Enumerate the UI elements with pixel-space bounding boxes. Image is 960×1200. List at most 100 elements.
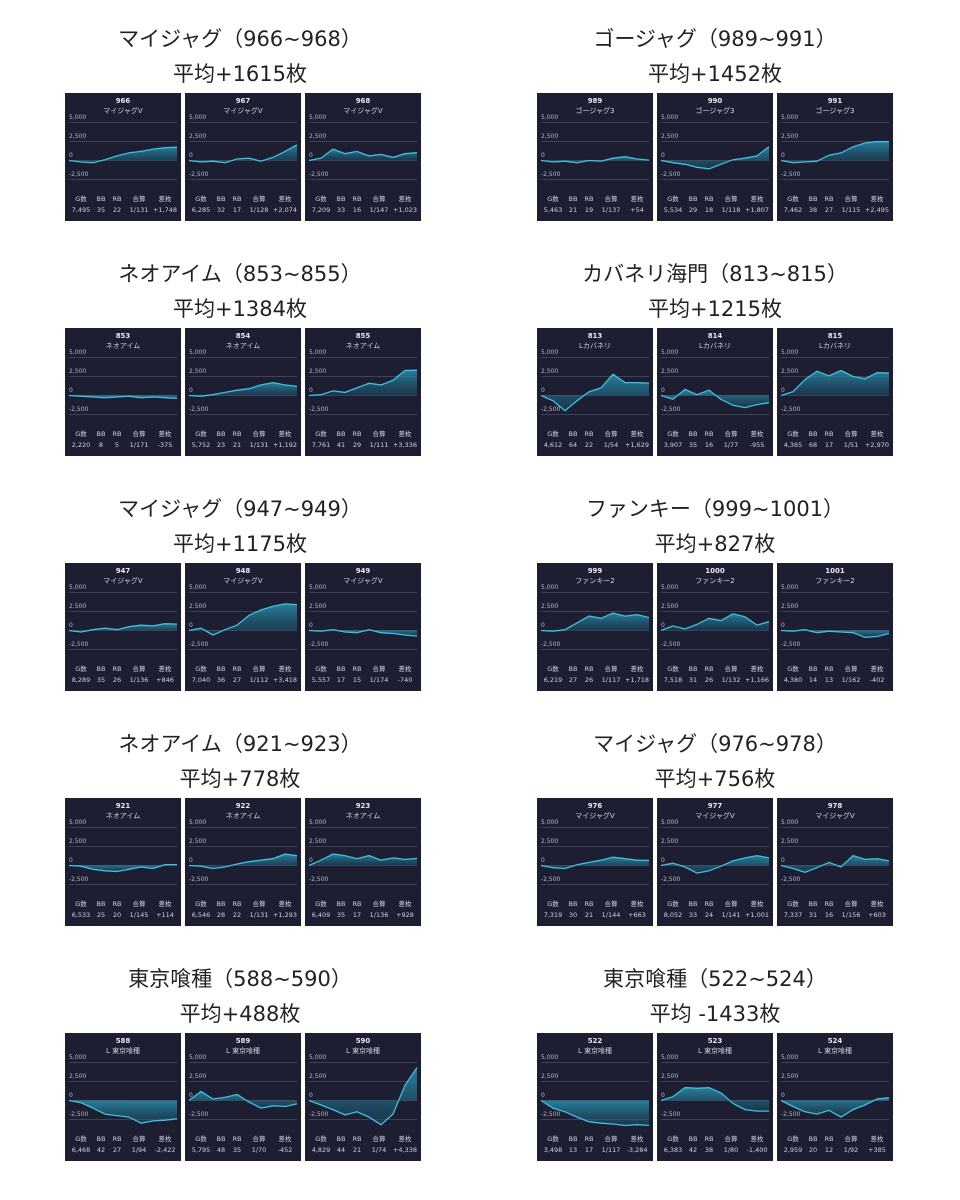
stat-header: RB	[113, 195, 122, 203]
area	[541, 613, 649, 632]
y-tick-label: 5,000	[541, 1054, 558, 1061]
machine-number: 990	[708, 97, 723, 105]
stat-header: 合算	[725, 1134, 739, 1143]
panel	[305, 563, 421, 691]
machine-model: Lカバネリ	[699, 342, 731, 350]
area	[781, 629, 889, 638]
stat-value: 1/147	[370, 206, 389, 214]
y-tick-label: 0	[661, 1092, 665, 1099]
y-tick-label: -2,500	[189, 876, 209, 883]
stat-value: +2,074	[273, 206, 297, 214]
line	[68, 394, 178, 399]
stat-header: BB	[569, 900, 578, 908]
stat-header: G数	[547, 1134, 559, 1143]
stat-header: 合算	[845, 899, 859, 908]
area	[661, 613, 769, 631]
machine-number: 967	[236, 97, 251, 105]
line	[308, 148, 418, 162]
group-average: 平均+756枚	[655, 767, 776, 791]
stat-value: 21	[585, 911, 593, 919]
group-average: 平均+1615枚	[173, 62, 307, 86]
stat-header: BB	[809, 665, 818, 673]
y-tick-label: 0	[541, 622, 545, 629]
machine-number: 976	[588, 802, 603, 810]
stat-header: G数	[787, 1134, 799, 1143]
stat-value: 3,498	[544, 1146, 563, 1154]
stat-header: G数	[75, 429, 87, 438]
y-tick-label: -2,500	[69, 1111, 89, 1118]
stat-value: +1,023	[393, 206, 417, 214]
stat-value: 19	[585, 206, 593, 214]
stat-value: +846	[156, 676, 174, 684]
group-average: 平均+1452枚	[648, 62, 782, 86]
stat-value: +663	[628, 911, 646, 919]
area	[69, 1100, 177, 1124]
line	[540, 156, 650, 164]
stat-value: 26	[113, 676, 121, 684]
y-tick-label: -2,500	[309, 171, 329, 178]
y-tick-label: 0	[541, 387, 545, 394]
stat-value: 36	[217, 676, 225, 684]
y-tick-label: 2,500	[541, 133, 558, 140]
stat-header: G数	[787, 899, 799, 908]
y-tick-label: 0	[189, 387, 193, 394]
stat-header: 合算	[605, 194, 619, 203]
stat-value: 1/136	[130, 676, 149, 684]
stat-value: 64	[569, 441, 577, 449]
line	[660, 1086, 769, 1112]
stat-header: 合算	[253, 1134, 267, 1143]
stat-value: 1/131	[250, 441, 269, 449]
stat-header: G数	[195, 194, 207, 203]
stat-header: 差枚	[871, 664, 885, 673]
y-tick-label: 0	[189, 1092, 193, 1099]
y-tick-label: 5,000	[309, 819, 326, 826]
stat-header: 合算	[373, 899, 387, 908]
stat-value: 35	[689, 441, 697, 449]
stat-value: 20	[113, 911, 121, 919]
stat-header: 差枚	[159, 899, 173, 908]
y-tick-label: 0	[189, 622, 193, 629]
group-average: 平均+778枚	[180, 767, 301, 791]
group-title: ゴージャグ（989~991）	[593, 27, 836, 51]
machine-number: 524	[828, 1037, 843, 1045]
stat-header: 差枚	[159, 429, 173, 438]
y-tick-label: 0	[661, 152, 665, 159]
stat-value: -2,422	[155, 1146, 176, 1154]
stat-header: 差枚	[631, 429, 645, 438]
stat-header: RB	[585, 665, 594, 673]
stat-value: 8,289	[72, 676, 91, 684]
stat-header: BB	[689, 430, 698, 438]
y-tick-label: -2,500	[309, 641, 329, 648]
machine-model: ファンキー2	[815, 577, 854, 585]
y-tick-label: -2,500	[189, 641, 209, 648]
stat-header: G数	[547, 194, 559, 203]
machine-model: マイジャグV	[103, 106, 143, 115]
area	[189, 603, 297, 635]
stat-value: 1/118	[722, 206, 741, 214]
y-tick-label: 0	[309, 857, 313, 864]
stat-header: G数	[547, 429, 559, 438]
machine-number: 991	[828, 97, 843, 105]
stat-value: 1/115	[842, 206, 861, 214]
stat-value: 25	[97, 911, 105, 919]
stat-value: 7,337	[784, 911, 803, 919]
stat-value: 1/117	[602, 676, 621, 684]
stat-value: 29	[353, 441, 361, 449]
stat-header: G数	[315, 899, 327, 908]
group-title: 東京喰種（588~590）	[128, 967, 352, 991]
stat-value: 16	[705, 441, 713, 449]
stat-value: 17	[353, 911, 361, 919]
stat-header: RB	[233, 665, 242, 673]
y-tick-label: 5,000	[661, 819, 678, 826]
y-tick-label: 2,500	[661, 1073, 678, 1080]
stat-value: 38	[809, 206, 817, 214]
y-tick-label: 5,000	[661, 114, 678, 121]
stat-value: 30	[569, 911, 577, 919]
group-title: ファンキー（999~1001）	[586, 497, 844, 521]
line	[308, 1067, 418, 1126]
stat-value: 21	[233, 441, 241, 449]
machine-number: 923	[356, 802, 371, 810]
machine-model: L 東京喰種	[818, 1046, 852, 1055]
y-tick-label: 5,000	[309, 114, 326, 121]
machine-model: ファンキー2	[695, 577, 734, 585]
